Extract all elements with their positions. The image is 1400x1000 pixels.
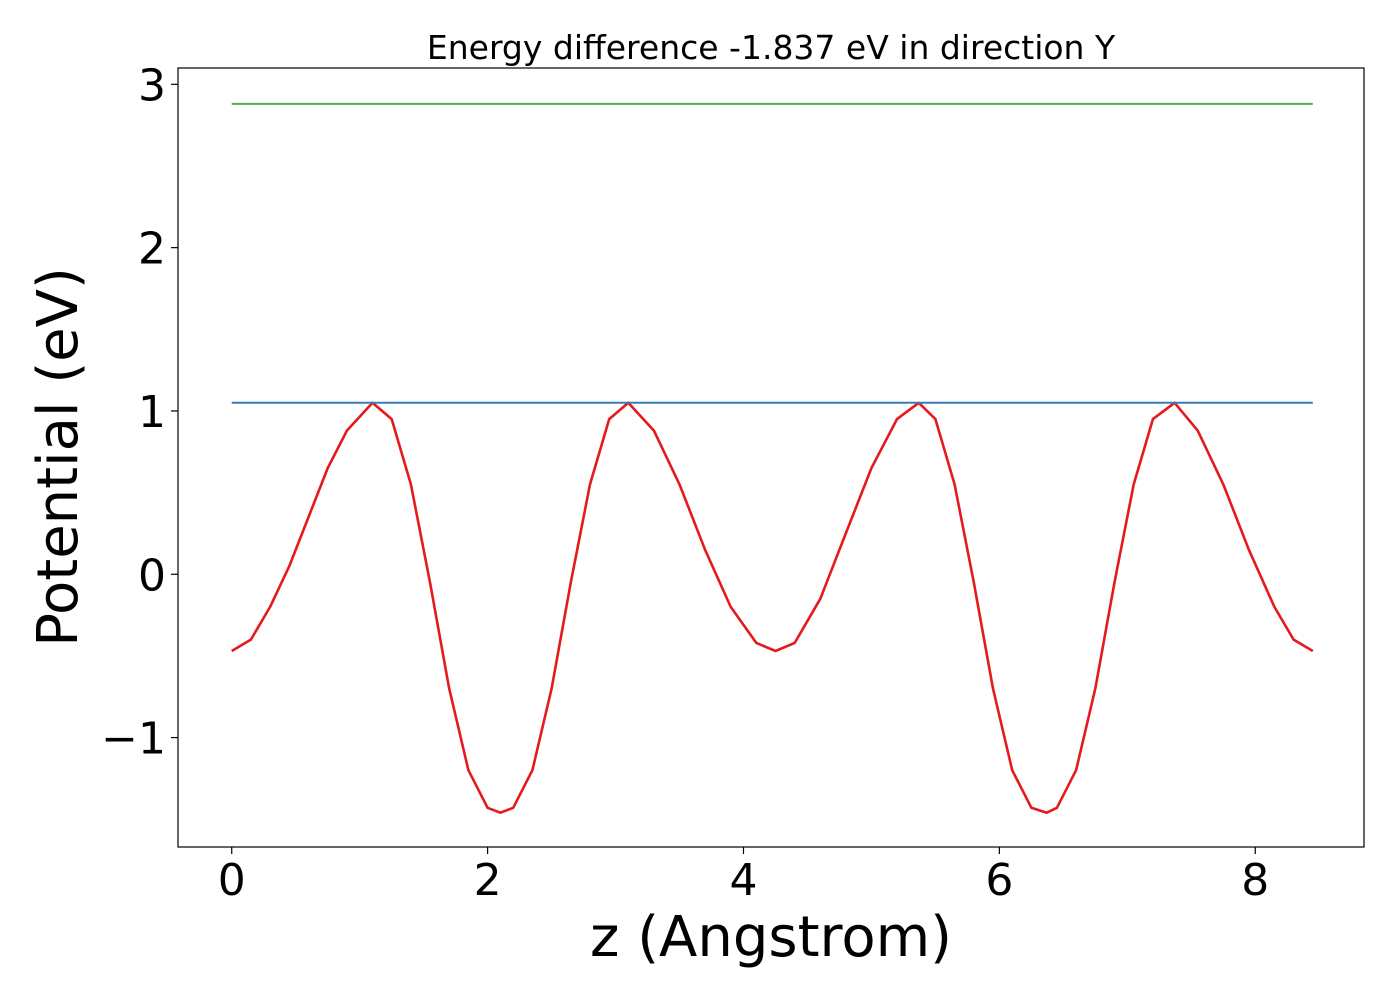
x-tick-label: 4 — [729, 855, 757, 906]
y-axis-label: Potential (eV) — [26, 267, 91, 647]
y-tick-label: 2 — [138, 224, 166, 275]
series-line-1 — [231, 401, 1314, 815]
y-tick-label: 3 — [138, 60, 166, 111]
x-axis-ticks: 0 2 4 6 8 — [218, 847, 1269, 906]
plot-background — [178, 68, 1364, 847]
x-tick-label: 2 — [474, 855, 502, 906]
chart-title: Energy difference -1.837 eV in direction… — [427, 28, 1116, 67]
y-axis-ticks: −1 0 1 2 3 — [101, 60, 178, 765]
x-axis-label: z (Angstrom) — [590, 905, 952, 970]
plot-frame — [177, 67, 1365, 848]
y-tick-label: −1 — [101, 714, 166, 765]
x-tick-label: 0 — [218, 855, 246, 906]
y-tick-label: 1 — [138, 387, 166, 438]
x-tick-label: 8 — [1241, 855, 1269, 906]
y-tick-label: 0 — [138, 550, 166, 601]
x-tick-label: 6 — [985, 855, 1013, 906]
series-layer — [231, 102, 1314, 815]
